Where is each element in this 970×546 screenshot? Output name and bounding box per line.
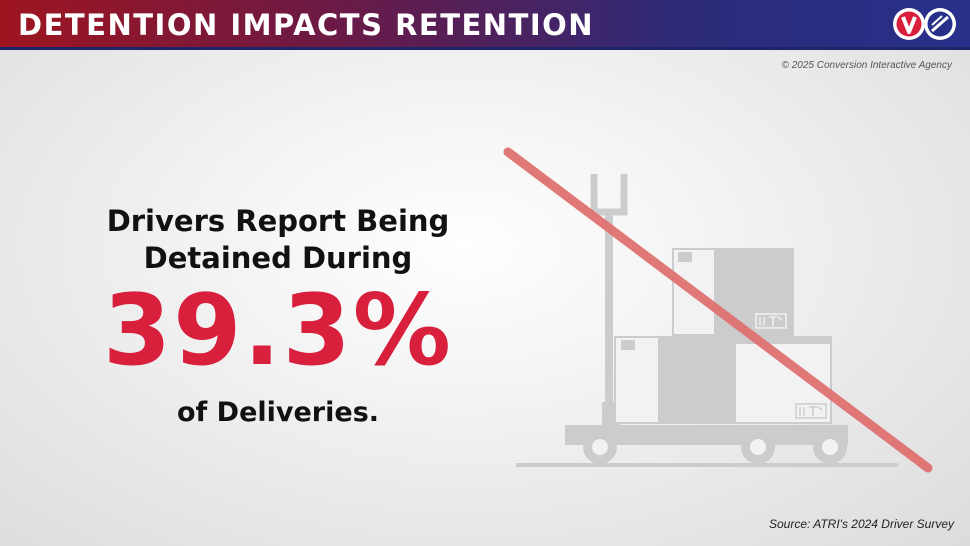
stat-headline: Drivers Report Being Detained During (90, 203, 466, 277)
crossed-out-slash-icon (503, 147, 933, 473)
conversion-interactive-logo-icon (893, 8, 925, 40)
source-citation: Source: ATRI's 2024 Driver Survey (768, 517, 954, 531)
page-title: DETENTION IMPACTS RETENTION (18, 8, 595, 42)
stat-tail: of Deliveries. (176, 397, 380, 428)
header-logos (893, 8, 956, 40)
driver-logo-icon (924, 8, 956, 40)
headline-line-1: Drivers Report Being (106, 204, 450, 238)
stat-value: 39.3% (103, 274, 453, 388)
header-bar: DETENTION IMPACTS RETENTION (0, 0, 970, 50)
headline-line-2: Detained During (143, 241, 413, 275)
pallet-jack-with-boxes-icon (503, 147, 933, 473)
copyright-notice: © 2025 Conversion Interactive Agency (781, 60, 952, 71)
